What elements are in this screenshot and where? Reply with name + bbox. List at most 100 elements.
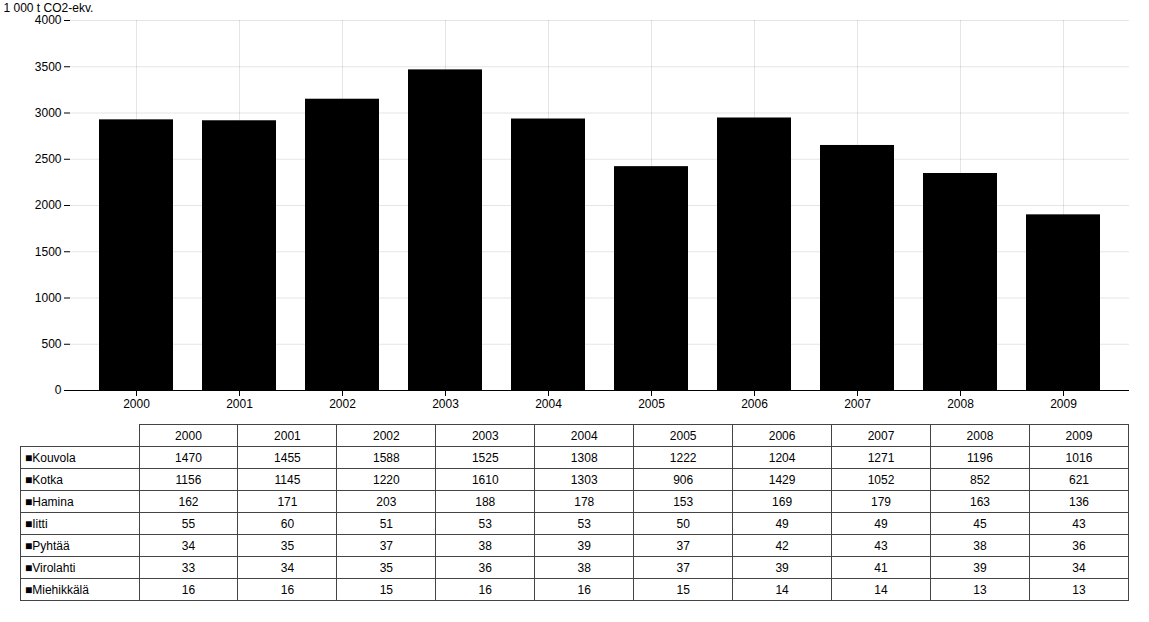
svg-text:3000: 3000 (35, 106, 62, 120)
html-text:34: 34 (280, 560, 295, 575)
svg-text:2003: 2003 (432, 397, 459, 411)
svg-text:4000: 4000 (35, 13, 62, 27)
html-text:1588: 1588 (373, 450, 400, 465)
html-text:■Virolahti: ■Virolahti (25, 560, 76, 575)
svg-text:0: 0 (55, 383, 62, 397)
html-text:38: 38 (973, 538, 987, 553)
svg-text:2007: 2007 (844, 397, 871, 411)
html-text:43: 43 (874, 538, 888, 553)
html-text:37: 37 (676, 560, 690, 575)
html-text:37: 37 (676, 538, 690, 553)
html-text:2002: 2002 (373, 428, 400, 443)
html-text:■Kotka: ■Kotka (25, 472, 63, 487)
html-text:178: 178 (574, 494, 595, 509)
html-text:35: 35 (379, 560, 393, 575)
html-text:53: 53 (577, 516, 591, 531)
html-text:1156: 1156 (175, 472, 202, 487)
svg-text:500: 500 (41, 337, 61, 351)
svg-text:2009: 2009 (1050, 397, 1077, 411)
html-text:34: 34 (181, 538, 196, 553)
html-text:169: 169 (772, 494, 793, 509)
html-text:1429: 1429 (768, 472, 796, 487)
html-text:2003: 2003 (471, 428, 499, 443)
html-text:43: 43 (1072, 516, 1086, 531)
html-text:1222: 1222 (669, 450, 697, 465)
html-text:60: 60 (280, 516, 295, 531)
html-text:35: 35 (280, 538, 295, 553)
html-text:852: 852 (970, 472, 990, 487)
html-text:1610: 1610 (471, 472, 499, 487)
html-text:1308: 1308 (570, 450, 598, 465)
html-text:1016: 1016 (1065, 450, 1093, 465)
html-text:179: 179 (871, 494, 891, 509)
html-text:51: 51 (379, 516, 393, 531)
html-text:2001: 2001 (274, 428, 301, 443)
html-text:42: 42 (775, 538, 789, 553)
html-text:203: 203 (376, 494, 397, 509)
svg-text:2004: 2004 (535, 397, 562, 411)
svg-text:2001: 2001 (226, 397, 253, 411)
html-text:153: 153 (673, 494, 694, 509)
html-text:1196: 1196 (967, 450, 993, 465)
html-text:136: 136 (1069, 494, 1089, 509)
html-text:2005: 2005 (669, 428, 697, 443)
html-text:2004: 2004 (570, 428, 598, 443)
html-text:34: 34 (1072, 560, 1086, 575)
html-text:1470: 1470 (175, 450, 202, 465)
html-text:50: 50 (676, 516, 690, 531)
html-text:55: 55 (181, 516, 196, 531)
html-text:15: 15 (379, 582, 393, 597)
svg-text:2002: 2002 (329, 397, 356, 411)
html-text:37: 37 (379, 538, 393, 553)
html-text:2006: 2006 (768, 428, 796, 443)
svg-text:2000: 2000 (35, 198, 62, 212)
html-text:39: 39 (577, 538, 591, 553)
html-text:41: 41 (874, 560, 888, 575)
html-text:1525: 1525 (471, 450, 499, 465)
html-text:1303: 1303 (570, 472, 598, 487)
svg-text:3500: 3500 (35, 60, 62, 74)
html-text:■Kouvola: ■Kouvola (25, 450, 76, 465)
svg-text:1000: 1000 (35, 291, 62, 305)
svg-text:2500: 2500 (35, 152, 62, 166)
html-text:45: 45 (973, 516, 987, 531)
html-text:16: 16 (181, 582, 196, 597)
html-text:1204: 1204 (768, 450, 796, 465)
html-text:2007: 2007 (867, 428, 895, 443)
html-text:■Miehikkälä: ■Miehikkälä (25, 582, 89, 597)
html-text:1220: 1220 (373, 472, 400, 487)
html-text:39: 39 (973, 560, 987, 575)
html-text:39: 39 (775, 560, 789, 575)
html-text:■Hamina: ■Hamina (25, 494, 74, 509)
html-text:1052: 1052 (867, 472, 895, 487)
svg-text:2006: 2006 (741, 397, 768, 411)
html-text:49: 49 (874, 516, 888, 531)
html-text:36: 36 (1072, 538, 1086, 553)
html-text:2000: 2000 (175, 428, 202, 443)
html-text:2008: 2008 (966, 428, 994, 443)
svg-text:2000: 2000 (123, 397, 150, 411)
html-text:188: 188 (475, 494, 496, 509)
html-text:53: 53 (478, 516, 492, 531)
html-text:162: 162 (178, 494, 199, 509)
html-text:1271: 1271 (867, 450, 895, 465)
html-text:33: 33 (181, 560, 196, 575)
html-text:2009: 2009 (1065, 428, 1093, 443)
html-text:906: 906 (673, 472, 694, 487)
html-text:16: 16 (280, 582, 295, 597)
html-text:1145: 1145 (274, 472, 301, 487)
html-text:171: 171 (277, 494, 298, 509)
html-text:38: 38 (478, 538, 492, 553)
svg-text:2008: 2008 (947, 397, 974, 411)
html-text:163: 163 (970, 494, 990, 509)
html-text:36: 36 (478, 560, 492, 575)
svg-text:2005: 2005 (638, 397, 665, 411)
html-text:49: 49 (775, 516, 789, 531)
html-text:38: 38 (577, 560, 591, 575)
html-text:■Iitti: ■Iitti (25, 516, 48, 531)
html-text:■Pyhtää: ■Pyhtää (25, 538, 70, 553)
svg-text:1 000 t CO2-ekv.: 1 000 t CO2-ekv. (4, 1, 94, 15)
svg-text:1500: 1500 (35, 245, 62, 259)
html-text:1455: 1455 (274, 450, 301, 465)
html-text:621: 621 (1069, 472, 1089, 487)
